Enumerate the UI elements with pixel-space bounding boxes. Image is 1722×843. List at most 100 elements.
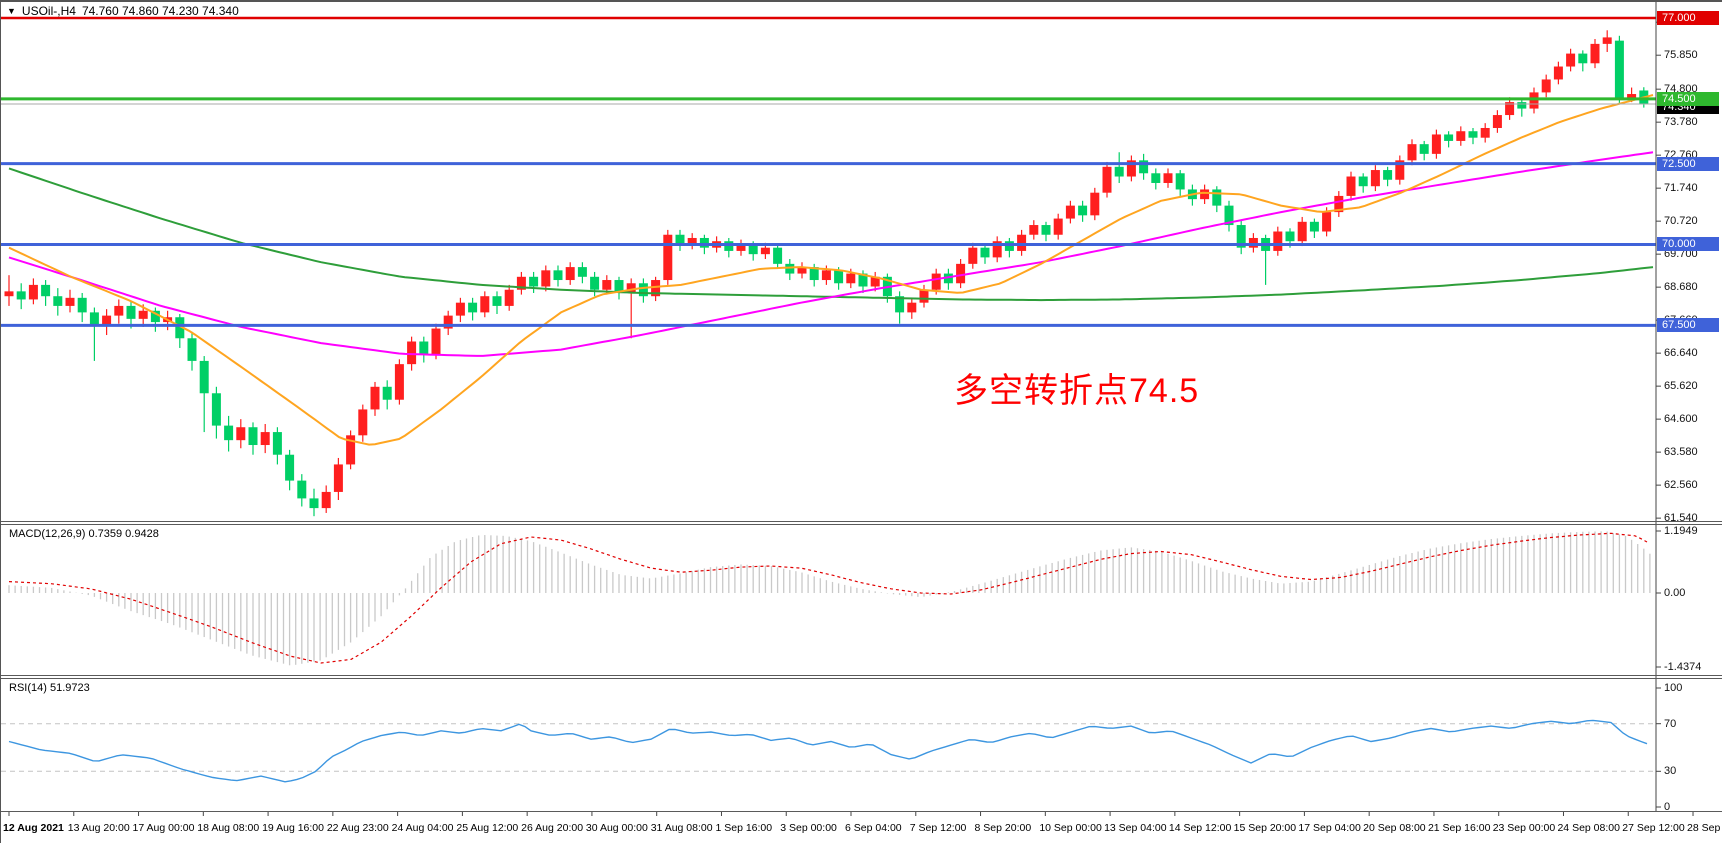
bull-candle (1297, 221, 1307, 242)
bull-candle (1590, 43, 1600, 64)
bear-candle (748, 244, 758, 255)
ma-slow-green-line (8, 167, 1654, 302)
bull-candle (956, 263, 966, 284)
bull-candle (1017, 234, 1027, 251)
bear-candle (980, 247, 990, 258)
price-tick-label: 64.600 (1664, 413, 1698, 426)
hline-label-74.500: 74.500 (1657, 91, 1719, 106)
bear-candle (858, 273, 868, 287)
panel-separator[interactable] (1, 524, 1722, 525)
price-tick-label: 63.580 (1664, 446, 1698, 459)
macd-indicator-label: MACD(12,26,9) 0.7359 0.9428 (9, 528, 159, 540)
bear-candle (834, 270, 844, 284)
time-tick-label: 26 Aug 20:00 (521, 822, 584, 834)
price-tick-label: 65.620 (1664, 380, 1698, 393)
bear-candle (699, 237, 709, 248)
bull-candle (821, 270, 831, 281)
bear-candle (577, 267, 587, 277)
rsi-indicator-label: RSI(14) 51.9723 (9, 682, 90, 694)
bear-candle (1309, 221, 1319, 232)
bull-candle (1163, 173, 1173, 183)
price-tick-label: 73.780 (1664, 116, 1698, 129)
chart-title-bar: ▼ USOil-,H4 74.760 74.860 74.230 74.340 (7, 4, 239, 18)
bull-candle (1273, 231, 1283, 251)
rsi-tick-label: 100 (1664, 682, 1683, 694)
bull-candle (1431, 134, 1441, 154)
time-tick-label: 15 Sep 20:00 (1233, 822, 1297, 834)
symbol-dropdown-icon[interactable]: ▼ (7, 6, 16, 16)
bear-candle (675, 234, 685, 245)
bull-candle (370, 386, 380, 410)
bear-candle (1444, 134, 1454, 141)
bull-candle (1322, 212, 1332, 232)
bull-candle (65, 297, 75, 306)
bear-candle (224, 425, 234, 441)
bull-candle (565, 267, 575, 281)
time-tick-label: 17 Aug 00:00 (132, 822, 195, 834)
bear-candle (77, 297, 87, 313)
bear-candle (1614, 40, 1624, 99)
bull-candle (626, 283, 636, 293)
bull-candle (1126, 160, 1136, 177)
bear-candle (943, 273, 953, 284)
bull-candle (1541, 79, 1551, 93)
bear-candle (89, 312, 99, 326)
time-tick-label: 14 Sep 12:00 (1168, 822, 1232, 834)
bull-candle (1334, 195, 1344, 213)
bear-candle (1285, 231, 1295, 242)
bull-candle (1529, 92, 1539, 109)
bear-candle (1041, 225, 1051, 235)
rsi-tick-label: 30 (1664, 765, 1677, 778)
time-tick-label: 24 Aug 04:00 (391, 822, 454, 834)
bear-candle (1517, 102, 1527, 109)
bull-candle (931, 273, 941, 290)
bull-candle (797, 267, 807, 274)
time-tick-label: 12 Aug 2021 (3, 822, 64, 834)
bull-candle (907, 302, 917, 313)
bear-candle (1236, 225, 1246, 248)
time-tick-label: 6 Sep 04:00 (845, 822, 902, 834)
bull-candle (1553, 66, 1563, 80)
bear-candle (809, 267, 819, 281)
time-tick-label: 20 Sep 08:00 (1363, 822, 1426, 834)
price-tick-label: 61.540 (1664, 512, 1698, 525)
bear-candle (199, 360, 209, 394)
bear-candle (1419, 144, 1429, 154)
bull-candle (236, 427, 246, 441)
bull-candle (114, 305, 124, 316)
bear-candle (895, 296, 905, 313)
bull-candle (346, 435, 356, 465)
bear-candle (785, 263, 795, 274)
bear-candle (285, 454, 295, 481)
bear-candle (1175, 173, 1185, 190)
bear-candle (1468, 131, 1478, 138)
time-tick-label: 1 Sep 16:00 (715, 822, 773, 834)
panel-separator[interactable] (1, 678, 1722, 679)
bear-candle (773, 247, 783, 264)
bull-candle (1480, 127, 1490, 138)
bear-candle (309, 498, 319, 509)
panel-separator[interactable] (1, 675, 1722, 676)
bear-candle (53, 296, 63, 306)
bull-candle (1346, 176, 1356, 196)
panel-separator[interactable] (1, 521, 1722, 522)
bull-candle (1407, 144, 1417, 161)
bear-candle (16, 291, 26, 300)
bull-candle (1102, 166, 1112, 193)
bear-candle (175, 317, 185, 339)
bull-candle (541, 270, 551, 287)
time-tick-label: 17 Sep 04:00 (1298, 822, 1361, 834)
bull-candle (1566, 53, 1576, 67)
macd-tick-label: 1.1949 (1664, 525, 1698, 537)
bull-candle (28, 284, 38, 300)
bear-candle (41, 284, 51, 297)
bull-candle (407, 341, 417, 365)
time-tick-label: 22 Aug 23:00 (326, 822, 389, 834)
time-tick-label: 8 Sep 20:00 (974, 822, 1032, 834)
time-tick-label: 7 Sep 12:00 (909, 822, 967, 834)
bull-candle (1492, 115, 1502, 128)
bull-candle (4, 291, 14, 297)
bear-candle (724, 241, 734, 251)
